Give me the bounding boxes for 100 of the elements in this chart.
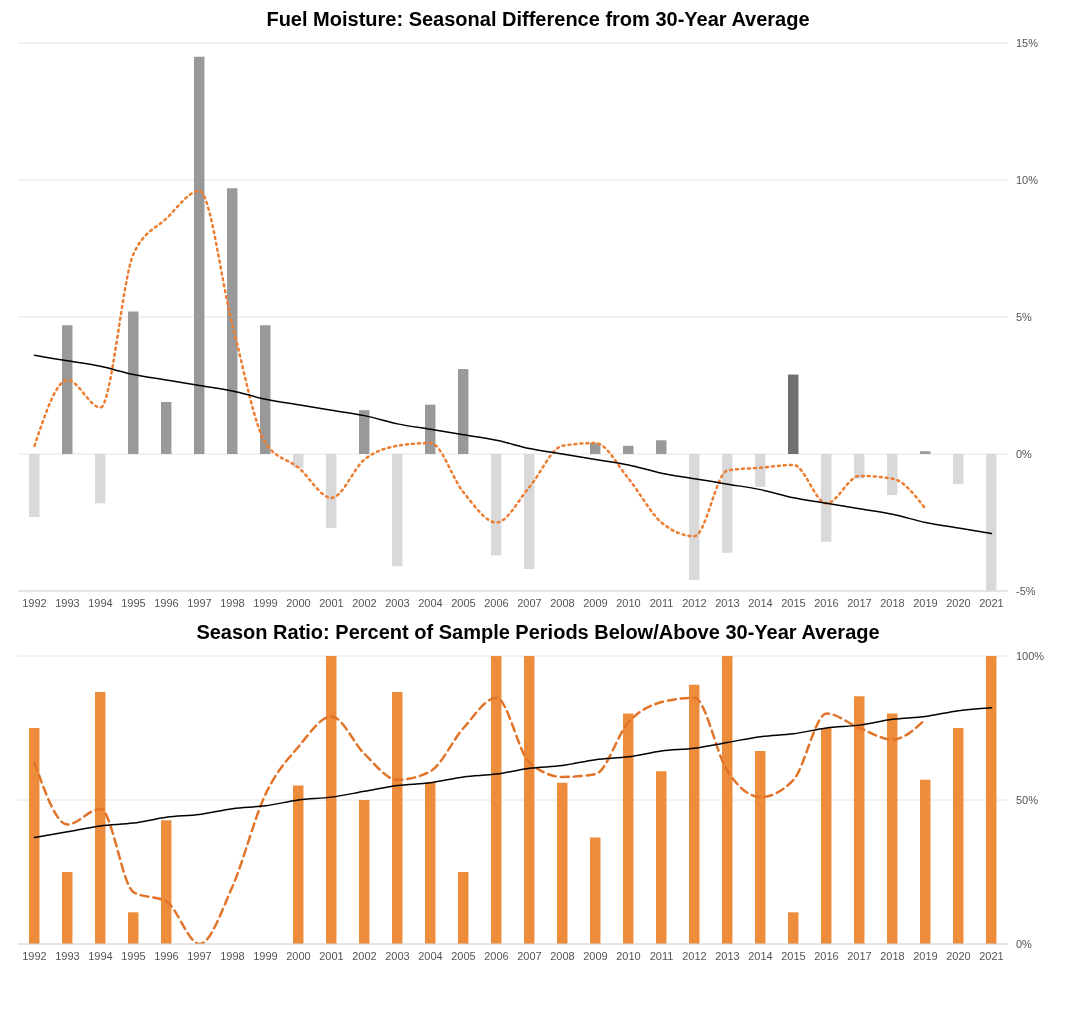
bar bbox=[722, 656, 733, 944]
bar bbox=[656, 771, 667, 944]
x-tick-label: 1993 bbox=[55, 949, 80, 962]
x-tick-label: 2019 bbox=[913, 596, 938, 609]
bar bbox=[194, 56, 205, 454]
x-tick-label: 2007 bbox=[517, 596, 542, 609]
x-tick-label: 2006 bbox=[484, 949, 509, 962]
y-tick-label: 0% bbox=[1016, 937, 1033, 950]
x-tick-label: 2003 bbox=[385, 949, 410, 962]
x-tick-label: 2008 bbox=[550, 949, 575, 962]
x-tick-label: 2014 bbox=[748, 596, 773, 609]
x-tick-label: 2001 bbox=[319, 596, 344, 609]
bar bbox=[590, 837, 601, 944]
x-tick-label: 2019 bbox=[913, 949, 938, 962]
x-tick-label: 2018 bbox=[880, 596, 905, 609]
bar bbox=[62, 325, 73, 454]
x-tick-label: 1993 bbox=[55, 596, 80, 609]
x-tick-label: 2021 bbox=[979, 949, 1004, 962]
bar bbox=[326, 656, 337, 944]
y-tick-label: 0% bbox=[1016, 447, 1033, 460]
x-tick-label: 2016 bbox=[814, 596, 839, 609]
x-tick-label: 2002 bbox=[352, 949, 377, 962]
x-tick-label: 2005 bbox=[451, 596, 476, 609]
x-tick-label: 1994 bbox=[88, 596, 113, 609]
x-tick-label: 2001 bbox=[319, 949, 344, 962]
bar bbox=[656, 440, 667, 454]
bar bbox=[953, 728, 964, 944]
x-tick-label: 2004 bbox=[418, 949, 443, 962]
bar bbox=[986, 656, 997, 944]
bar bbox=[920, 779, 931, 944]
bar bbox=[524, 656, 535, 944]
y-tick-label: -5% bbox=[1016, 584, 1036, 597]
bar bbox=[95, 692, 106, 944]
bar bbox=[920, 451, 931, 454]
bar bbox=[161, 401, 172, 454]
bar bbox=[128, 311, 139, 454]
x-tick-label: 2003 bbox=[385, 596, 410, 609]
chart-title: Season Ratio: Percent of Sample Periods Below/Above 30-Year Average bbox=[195, 621, 881, 644]
bar bbox=[623, 713, 634, 944]
chart-title: Fuel Moisture: Seasonal Difference from 30-Year Average bbox=[265, 8, 811, 31]
bar bbox=[623, 445, 634, 454]
x-tick-label: 2011 bbox=[649, 596, 674, 609]
x-tick-label: 2013 bbox=[715, 596, 740, 609]
x-tick-label: 1996 bbox=[154, 596, 179, 609]
x-tick-label: 2006 bbox=[484, 596, 509, 609]
y-tick-label: 50% bbox=[1016, 793, 1039, 806]
bar bbox=[689, 684, 700, 944]
bar bbox=[887, 713, 898, 944]
x-tick-label: 2020 bbox=[946, 949, 971, 962]
bar bbox=[755, 751, 766, 944]
x-tick-label: 2021 bbox=[979, 596, 1004, 609]
x-tick-label: 2002 bbox=[352, 596, 377, 609]
bar bbox=[260, 325, 271, 454]
bar bbox=[788, 374, 799, 454]
x-tick-label: 2010 bbox=[616, 596, 641, 609]
bar bbox=[293, 785, 304, 944]
bar bbox=[458, 872, 469, 944]
bar bbox=[854, 696, 865, 944]
x-tick-label: 1992 bbox=[22, 949, 47, 962]
x-tick-label: 2013 bbox=[715, 949, 740, 962]
x-tick-label: 2011 bbox=[649, 949, 674, 962]
x-tick-label: 1992 bbox=[22, 596, 47, 609]
bar bbox=[557, 782, 568, 944]
line-series bbox=[33, 189, 927, 538]
x-tick-label: 2015 bbox=[781, 949, 806, 962]
line-series bbox=[33, 354, 993, 535]
x-tick-label: 2000 bbox=[286, 596, 311, 609]
bar bbox=[161, 820, 172, 944]
line-series bbox=[33, 707, 993, 839]
x-tick-label: 2014 bbox=[748, 949, 773, 962]
x-tick-label: 1999 bbox=[253, 949, 278, 962]
x-tick-label: 1995 bbox=[121, 949, 146, 962]
x-tick-label: 2010 bbox=[616, 949, 641, 962]
x-tick-label: 1995 bbox=[121, 596, 146, 609]
y-tick-label: 15% bbox=[1016, 36, 1039, 49]
x-tick-label: 2000 bbox=[286, 949, 311, 962]
x-tick-label: 1997 bbox=[187, 949, 212, 962]
x-tick-label: 2017 bbox=[847, 949, 872, 962]
x-tick-label: 1998 bbox=[220, 596, 245, 609]
y-tick-label: 100% bbox=[1016, 649, 1045, 662]
bar bbox=[359, 410, 370, 454]
y-tick-label: 10% bbox=[1016, 173, 1039, 186]
x-tick-label: 2007 bbox=[517, 949, 542, 962]
y-tick-label: 5% bbox=[1016, 310, 1033, 323]
x-tick-label: 1996 bbox=[154, 949, 179, 962]
x-tick-label: 1994 bbox=[88, 949, 113, 962]
x-tick-label: 2004 bbox=[418, 596, 443, 609]
x-tick-label: 1997 bbox=[187, 596, 212, 609]
x-tick-label: 2016 bbox=[814, 949, 839, 962]
x-tick-label: 2020 bbox=[946, 596, 971, 609]
bar bbox=[29, 728, 40, 944]
x-tick-label: 1999 bbox=[253, 596, 278, 609]
x-tick-label: 2005 bbox=[451, 949, 476, 962]
x-tick-label: 2012 bbox=[682, 596, 707, 609]
bar bbox=[392, 692, 403, 944]
bar bbox=[128, 912, 139, 944]
bar bbox=[458, 369, 469, 454]
x-tick-label: 2018 bbox=[880, 949, 905, 962]
x-tick-label: 2017 bbox=[847, 596, 872, 609]
x-tick-label: 2009 bbox=[583, 949, 608, 962]
